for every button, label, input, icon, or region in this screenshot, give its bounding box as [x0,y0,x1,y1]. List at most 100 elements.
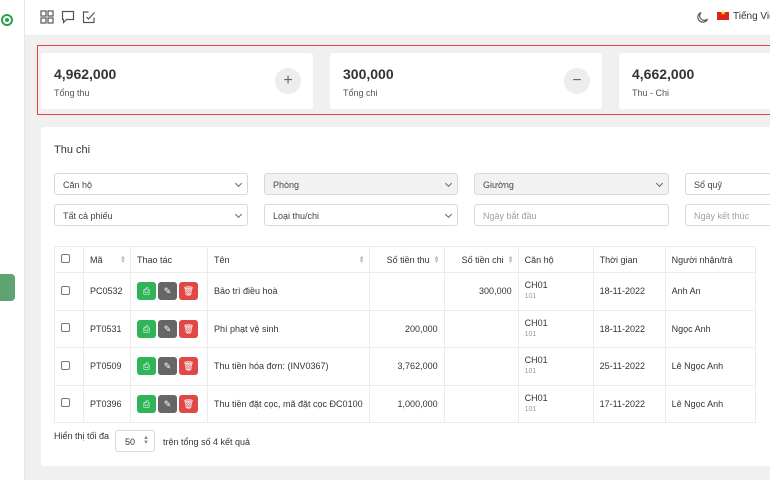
plus-icon[interactable]: + [275,68,301,94]
total-income-value: 4,962,000 [54,66,117,82]
row-actions: ⎙ ✎ 🗑 [130,384,208,423]
table-row: PC0532 ⎙ ✎ 🗑 Bảo trì điều hoà 300,000 CH01… [54,272,756,311]
trash-icon[interactable]: 🗑 [179,282,198,301]
row-code[interactable]: PC0532 [83,272,131,311]
total-results-text: trên tổng số 4 kết quả [163,437,251,447]
sort-icon: ▲ ▼ [433,255,440,265]
chevron-down-icon [234,179,243,188]
row-expense: 300,000 [443,272,519,311]
row-select-cell [54,347,84,386]
app-logo-icon[interactable] [1,14,13,26]
row-room: 101 [524,405,537,413]
fund-select[interactable]: Sổ quỹ [685,173,770,195]
moon-icon[interactable] [696,10,710,24]
row-checkbox[interactable] [61,398,70,408]
row-time: 18-11-2022 [592,309,666,348]
col-income[interactable]: Số tiền thu ▲ ▼ [368,246,445,273]
row-time: 17-11-2022 [592,384,666,423]
col-code[interactable]: Mã ▲ ▼ [83,246,131,273]
row-name: Phí phạt vệ sinh [207,309,370,348]
trash-icon[interactable]: 🗑 [179,357,198,376]
sidebar [0,0,25,480]
col-name[interactable]: Tên ▲ ▼ [207,246,370,273]
chevron-down-icon [444,179,453,188]
sidebar-active-item[interactable] [0,274,15,301]
row-apartment-code: CH01 [524,392,548,403]
chat-icon[interactable] [61,10,75,24]
row-income: 200,000 [368,309,445,348]
select-all-checkbox[interactable] [61,254,70,263]
edit-icon[interactable]: ✎ [158,357,177,376]
row-code[interactable]: PT0531 [83,309,131,348]
total-expense-label: Tổng chi [343,88,378,98]
page-size-value: 50 [125,437,136,447]
row-income [368,272,445,311]
print-icon[interactable]: ⎙ [137,394,156,413]
col-code-label: Mã [90,254,103,265]
row-apartment: CH01 101 [517,272,594,311]
table-row: PT0509 ⎙ ✎ 🗑 Thu tiền hóa đơn: (INV0367) 3… [54,347,756,386]
edit-icon[interactable]: ✎ [158,282,177,301]
col-expense[interactable]: Số tiền chi ▲ ▼ [443,246,519,273]
room-select-value: Phòng [273,180,300,190]
row-apartment-code: CH01 [524,355,548,366]
row-room: 101 [524,293,537,301]
select-all-cell [54,246,84,273]
row-code[interactable]: PT0509 [83,347,131,386]
col-actions: Thao tác [130,246,208,273]
net-label: Thu - Chi [632,88,670,98]
col-apartment: Căn hộ [517,246,594,273]
row-select-cell [54,384,84,423]
col-expense-label: Số tiền chi [461,254,504,265]
row-receiver: Lê Ngọc Anh [664,384,756,423]
table-row: PT0396 ⎙ ✎ 🗑 Thu tiền đặt cọc, mã đặt cọc … [54,384,756,423]
col-actions-label: Thao tác [137,254,173,265]
row-checkbox[interactable] [61,323,70,333]
start-date-input[interactable]: Ngày bắt đầu [474,204,669,226]
end-date-input[interactable]: Ngày kết thúc [685,204,770,226]
vn-flag-icon [717,9,729,20]
row-checkbox[interactable] [61,285,70,295]
row-room: 101 [524,330,537,338]
bed-select-value: Giường [483,180,514,190]
print-icon[interactable]: ⎙ [137,357,156,376]
row-actions: ⎙ ✎ 🗑 [130,309,208,348]
row-apartment-code: CH01 [524,317,548,328]
edit-icon[interactable]: ✎ [158,319,177,338]
col-apartment-label: Căn hộ [524,254,554,265]
bed-select[interactable]: Giường [474,173,669,195]
transactions-table: Mã ▲ ▼ Thao tác Tên ▲ ▼ Số tiền thu ▲ ▼ Số tiề… [54,246,756,423]
room-select[interactable]: Phòng [264,173,458,195]
row-room: 101 [524,368,537,376]
row-apartment: CH01 101 [517,347,594,386]
apartment-select[interactable]: Căn hộ [54,173,248,195]
row-receiver: Ngọc Anh [664,309,756,348]
row-name: Bảo trì điều hoà [207,272,370,311]
row-expense [443,309,519,348]
edit-square-icon[interactable] [82,10,96,24]
category-select[interactable]: Loại thu/chi [264,204,458,226]
row-time: 25-11-2022 [592,347,666,386]
row-code[interactable]: PT0396 [83,384,131,423]
trash-icon[interactable]: 🗑 [179,319,198,338]
grid-icon[interactable] [40,10,54,24]
row-apartment: CH01 101 [517,384,594,423]
top-bar: Tiếng Việt [25,0,770,36]
start-date-placeholder: Ngày bắt đầu [483,211,537,221]
language-label: Tiếng Việt [733,11,770,22]
row-apartment: CH01 101 [517,309,594,348]
edit-icon[interactable]: ✎ [158,394,177,413]
sort-icon: ▲ ▼ [120,255,126,265]
print-icon[interactable]: ⎙ [137,319,156,338]
voucher-type-select[interactable]: Tất cả phiếu [54,204,248,226]
voucher-type-value: Tất cả phiếu [63,211,113,221]
page-size-select[interactable]: 50 ▲ ▼ [115,430,155,452]
net-value: 4,662,000 [632,66,695,82]
row-select-cell [54,272,84,311]
language-selector[interactable]: Tiếng Việt [717,9,770,22]
trash-icon[interactable]: 🗑 [179,394,198,413]
minus-icon[interactable]: − [564,68,590,94]
row-checkbox[interactable] [61,360,70,370]
row-receiver: Anh An [664,272,756,311]
print-icon[interactable]: ⎙ [137,282,156,301]
